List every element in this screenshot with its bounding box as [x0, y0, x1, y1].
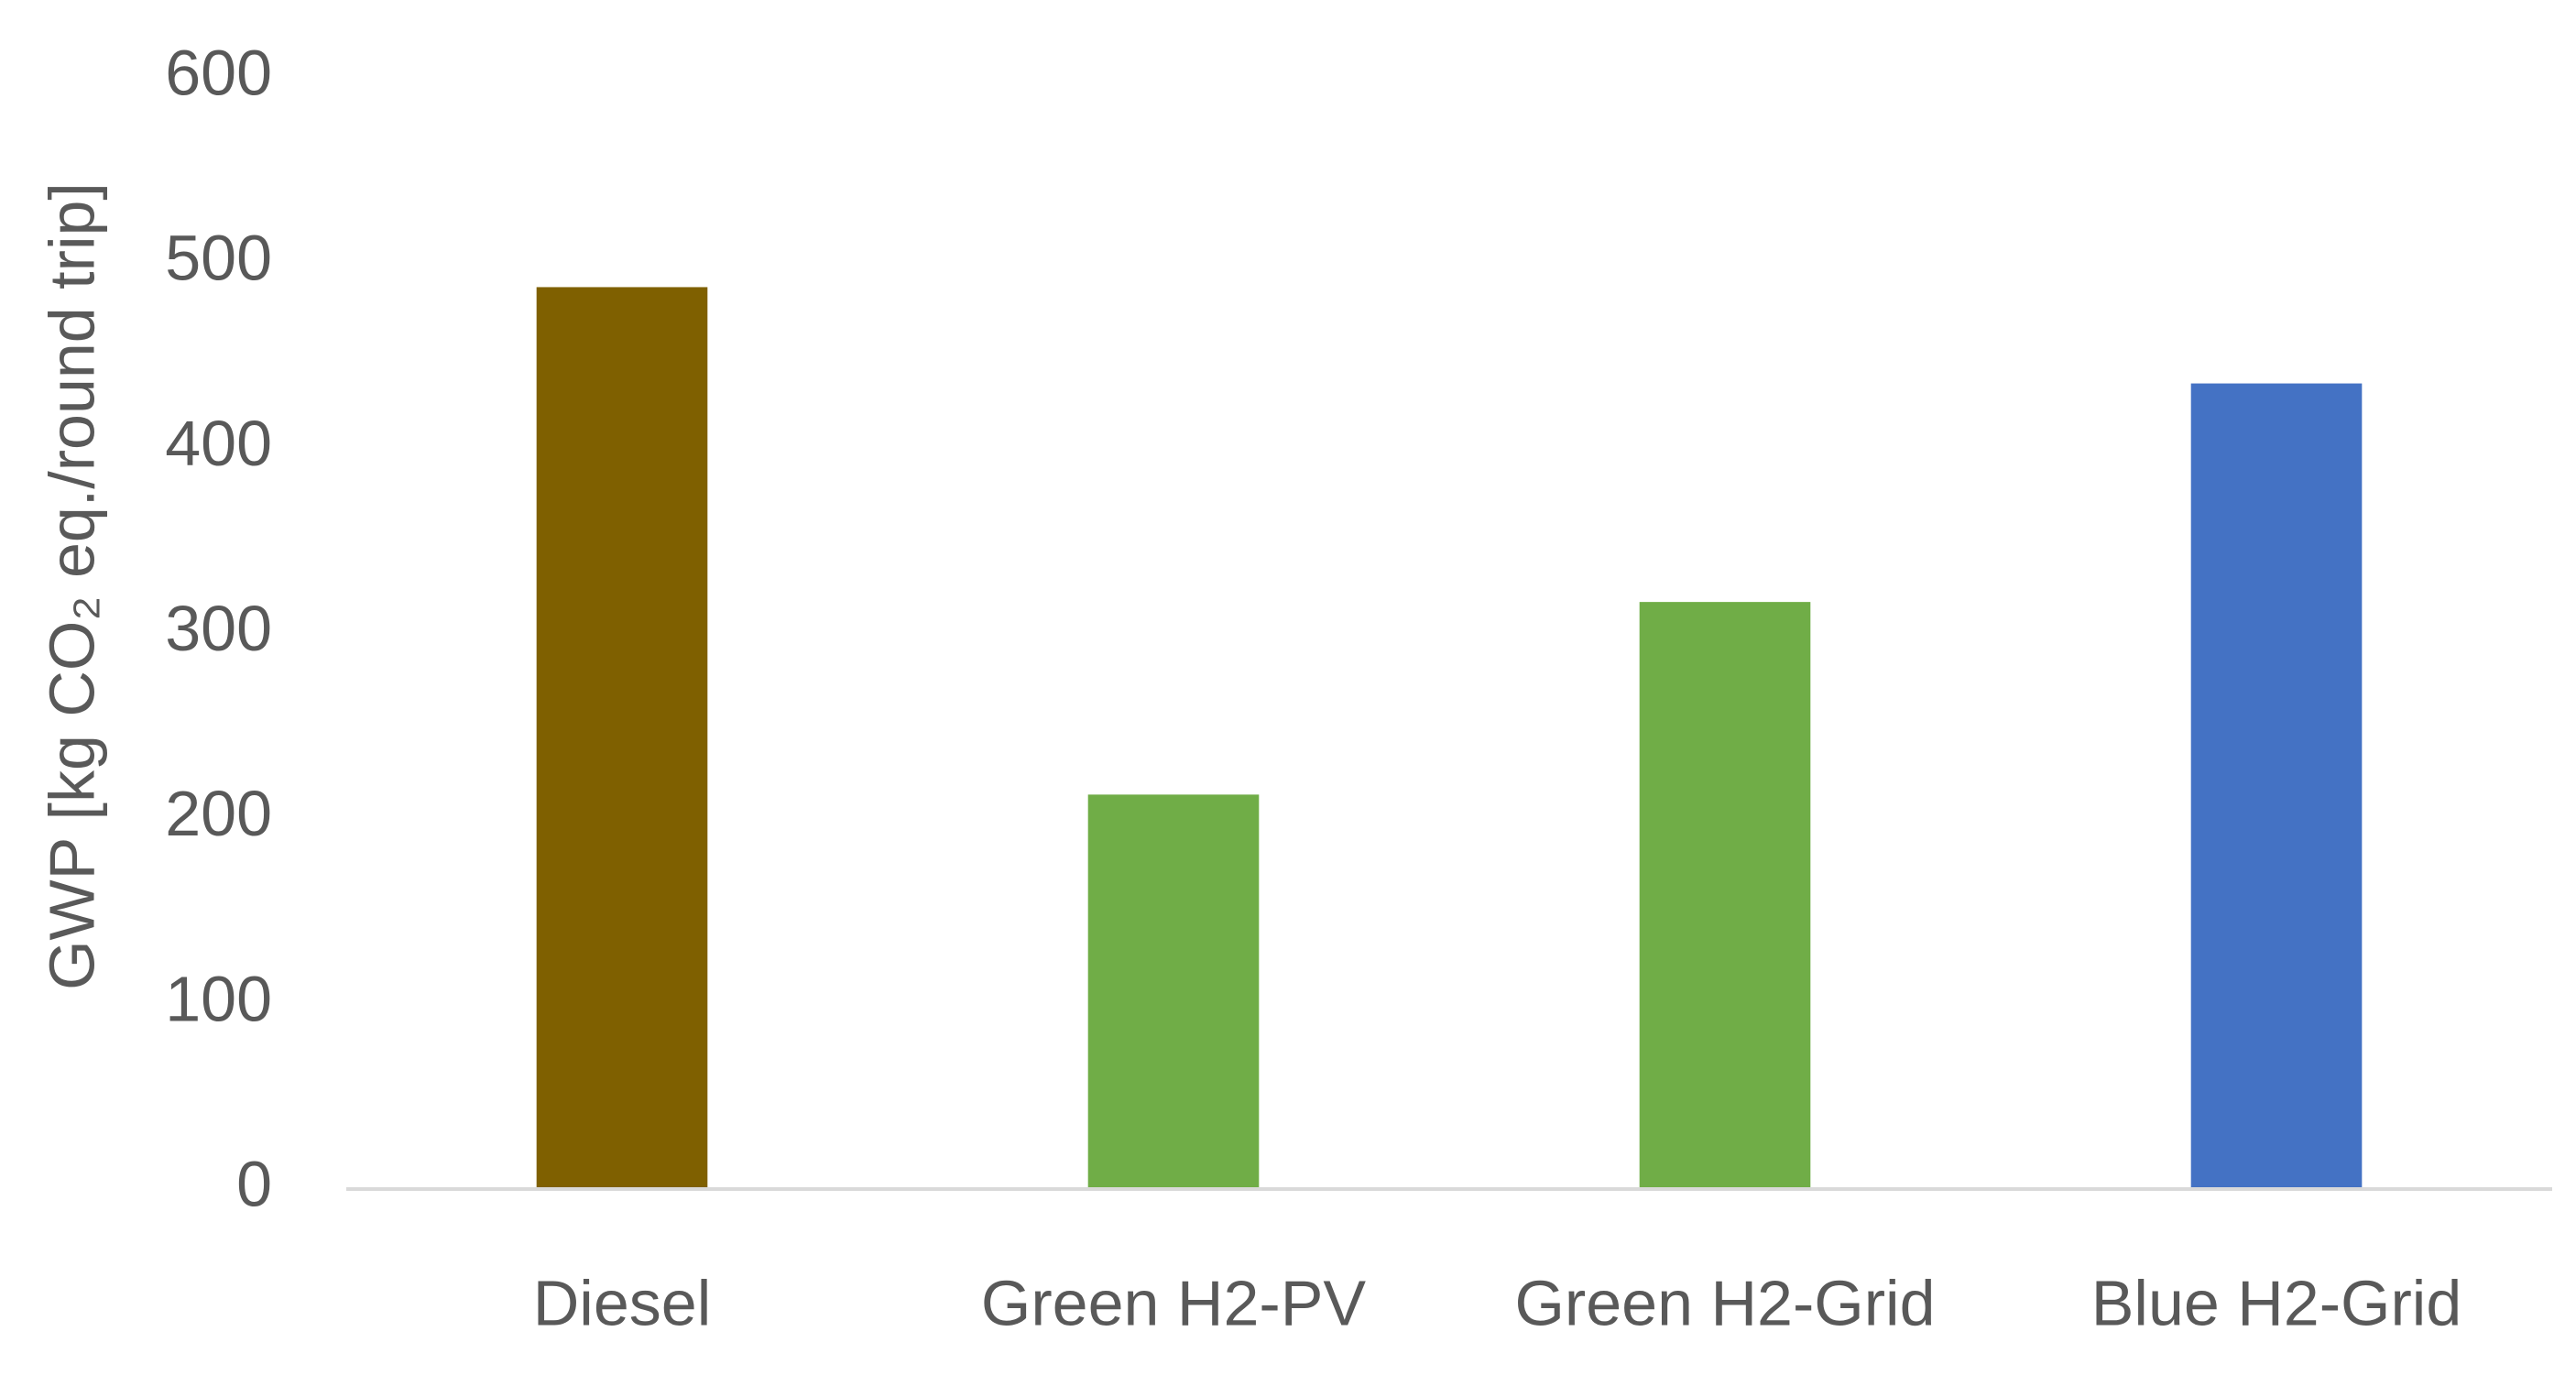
bar — [1087, 794, 1260, 1189]
y-tick-label: 100 — [165, 963, 272, 1034]
x-tick-label: Green H2-Grid — [1514, 1267, 1935, 1338]
bar — [2190, 383, 2363, 1189]
bar — [536, 287, 708, 1189]
x-tick-label: Green H2-PV — [981, 1267, 1366, 1338]
y-tick-label: 0 — [236, 1148, 272, 1219]
y-axis-label: GWP [kg CO₂ eq./round trip] — [36, 182, 107, 990]
y-tick-label: 400 — [165, 408, 272, 479]
y-tick-label: 200 — [165, 778, 272, 849]
y-tick-label: 500 — [165, 223, 272, 294]
y-tick-label: 600 — [165, 37, 272, 108]
bar — [1639, 602, 1811, 1189]
y-tick-label: 300 — [165, 593, 272, 664]
x-tick-label: Blue H2-Grid — [2091, 1267, 2462, 1338]
x-tick-label: Diesel — [533, 1267, 712, 1338]
